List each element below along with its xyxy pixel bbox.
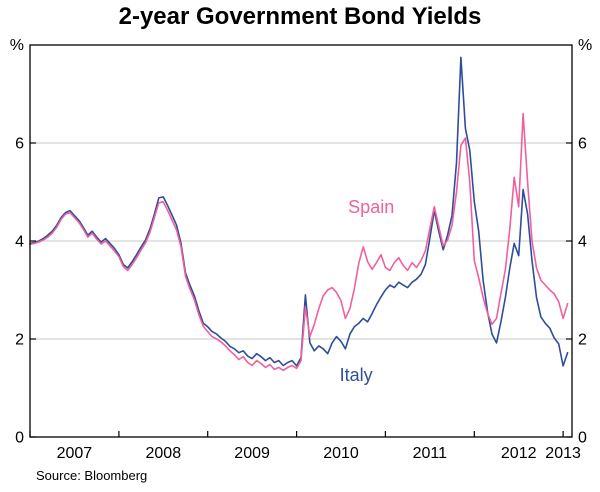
x-tick-label: 2007 — [57, 445, 93, 462]
italy-label: Italy — [340, 365, 373, 385]
y-tick-label-left: 2 — [15, 332, 24, 349]
y-tick-label-left: 0 — [15, 430, 24, 447]
source-note: Source: Bloomberg — [36, 468, 148, 483]
italy-line — [29, 56, 569, 367]
y-tick-label-right: 0 — [578, 430, 587, 447]
x-tick-label: 2012 — [501, 445, 537, 462]
x-tick-label: 2010 — [323, 445, 359, 462]
x-tick-label: 2011 — [413, 445, 448, 462]
y-tick-label-left: 6 — [15, 136, 24, 153]
y-tick-label-right: 6 — [578, 136, 587, 153]
x-tick-label: 2008 — [146, 445, 182, 462]
y-axis-unit-left: % — [10, 37, 24, 54]
spain-label: Spain — [348, 197, 394, 217]
x-tick-label: 2013 — [545, 445, 581, 462]
y-tick-label-right: 4 — [578, 234, 587, 251]
chart-title: 2-year Government Bond Yields — [118, 3, 482, 30]
spain-line — [29, 112, 569, 372]
x-tick-label: 2009 — [234, 445, 270, 462]
y-tick-label-right: 2 — [578, 332, 587, 349]
y-tick-label-left: 4 — [15, 234, 24, 251]
y-axis-unit-right: % — [578, 37, 592, 54]
